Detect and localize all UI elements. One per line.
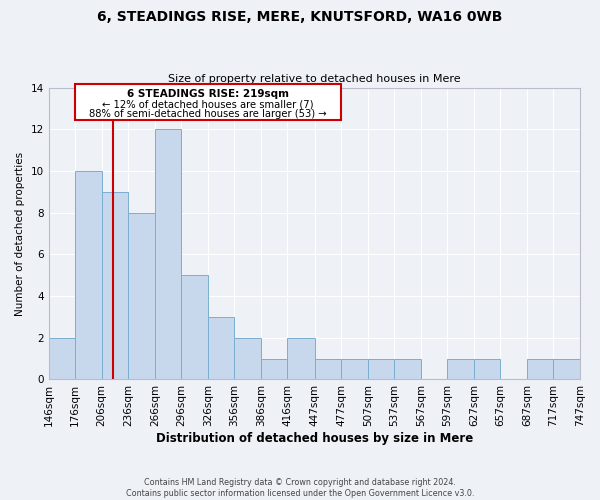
Bar xyxy=(394,358,421,380)
Bar xyxy=(474,358,500,380)
Y-axis label: Number of detached properties: Number of detached properties xyxy=(15,152,25,316)
X-axis label: Distribution of detached houses by size in Mere: Distribution of detached houses by size … xyxy=(156,432,473,445)
Text: Contains HM Land Registry data © Crown copyright and database right 2024.
Contai: Contains HM Land Registry data © Crown c… xyxy=(126,478,474,498)
Bar xyxy=(155,130,181,380)
Title: Size of property relative to detached houses in Mere: Size of property relative to detached ho… xyxy=(168,74,461,84)
Bar xyxy=(287,338,315,380)
Bar xyxy=(527,358,553,380)
Bar xyxy=(181,275,208,380)
Bar xyxy=(261,358,287,380)
Bar xyxy=(49,338,75,380)
Bar xyxy=(315,358,341,380)
Bar xyxy=(102,192,128,380)
FancyBboxPatch shape xyxy=(75,84,341,120)
Bar xyxy=(553,358,580,380)
Bar xyxy=(448,358,474,380)
Bar xyxy=(75,171,102,380)
Text: 6, STEADINGS RISE, MERE, KNUTSFORD, WA16 0WB: 6, STEADINGS RISE, MERE, KNUTSFORD, WA16… xyxy=(97,10,503,24)
Bar xyxy=(208,317,235,380)
Bar xyxy=(341,358,368,380)
Bar xyxy=(128,212,155,380)
Text: 88% of semi-detached houses are larger (53) →: 88% of semi-detached houses are larger (… xyxy=(89,109,327,119)
Text: ← 12% of detached houses are smaller (7): ← 12% of detached houses are smaller (7) xyxy=(103,100,314,110)
Text: 6 STEADINGS RISE: 219sqm: 6 STEADINGS RISE: 219sqm xyxy=(127,88,289,99)
Bar xyxy=(368,358,394,380)
Bar xyxy=(235,338,261,380)
